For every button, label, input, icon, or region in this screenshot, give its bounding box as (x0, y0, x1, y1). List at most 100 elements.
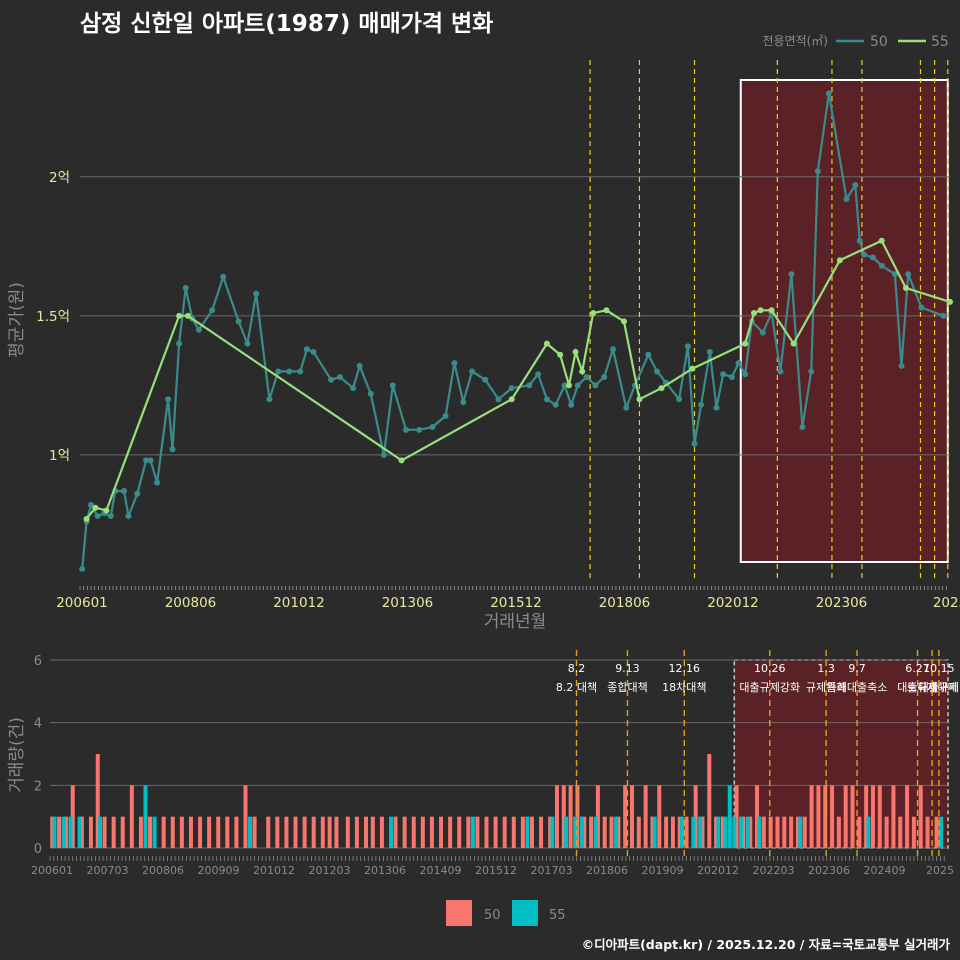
data-point-50 (380, 451, 387, 458)
bar-50 (823, 785, 828, 848)
policy-date-label: 9.7 (848, 662, 866, 675)
bar-50 (684, 816, 689, 848)
data-point-50 (154, 479, 161, 486)
bar-50 (95, 754, 100, 848)
bar-50 (677, 816, 682, 848)
bar-50 (234, 816, 239, 848)
policy-name-label: 규제완화 (806, 681, 846, 694)
policy-date-label: 10.15 (923, 662, 955, 675)
bar-50 (934, 816, 939, 848)
data-point-50 (244, 340, 251, 347)
bar-55 (739, 816, 744, 848)
bar-50 (748, 816, 753, 848)
data-point-50 (165, 396, 172, 403)
bar-50 (636, 816, 641, 848)
data-point-50 (367, 390, 374, 397)
x-tick-label: 201806 (586, 864, 628, 877)
bar-50 (320, 816, 325, 848)
data-point-50 (552, 401, 559, 408)
data-point-50 (645, 351, 652, 358)
x-tick-label: 201512 (475, 864, 517, 877)
bar-50 (575, 785, 580, 848)
bar-50 (693, 785, 698, 848)
x-tick-label: 202203 (753, 864, 795, 877)
bar-55 (470, 816, 475, 848)
bar-50 (102, 816, 107, 848)
x-tick-label: 200909 (198, 864, 240, 877)
bar-50 (582, 816, 587, 848)
bar-50 (266, 816, 271, 848)
bar-50 (129, 785, 134, 848)
bar-55 (68, 816, 73, 848)
bar-55 (866, 816, 871, 848)
legend-swatch-55 (512, 900, 538, 926)
bar-50 (755, 785, 760, 848)
data-point-50 (469, 368, 476, 375)
bar-55 (98, 816, 103, 848)
data-point-50 (623, 404, 630, 411)
data-point-50 (442, 412, 449, 419)
bar-50 (327, 816, 332, 848)
bar-50 (448, 816, 453, 848)
bar-50 (161, 816, 166, 848)
data-point-55 (878, 237, 885, 244)
data-point-50 (209, 307, 216, 314)
bar-55 (698, 816, 703, 848)
bar-50 (207, 816, 212, 848)
bar-50 (457, 816, 462, 848)
bar-50 (475, 816, 480, 848)
data-point-50 (728, 374, 735, 381)
data-point-55 (742, 340, 749, 347)
data-point-50 (482, 376, 489, 383)
data-point-50 (310, 348, 317, 355)
bar-50 (302, 816, 307, 848)
bar-50 (905, 785, 910, 848)
y-tick-label: 1.5억 (36, 309, 70, 325)
bar-50 (877, 785, 882, 848)
data-point-50 (402, 426, 409, 433)
data-point-50 (706, 348, 713, 355)
bar-50 (484, 816, 489, 848)
x-tick-label: 200703 (87, 864, 129, 877)
legend-label-50: 50 (870, 34, 888, 50)
bar-50 (111, 816, 116, 848)
policy-name-label: 특례대출축소 (827, 681, 888, 694)
data-point-50 (460, 399, 467, 406)
bar-50 (393, 816, 398, 848)
bar-50 (225, 816, 230, 848)
y-tick-label: 0 (34, 842, 42, 857)
data-point-55 (557, 351, 564, 358)
bar-50 (775, 816, 780, 848)
data-point-50 (495, 396, 502, 403)
bar-50 (741, 816, 746, 848)
data-point-50 (543, 396, 550, 403)
data-point-50 (451, 360, 458, 367)
bar-50 (554, 785, 559, 848)
bar-50 (88, 816, 93, 848)
y-tick-label: 1억 (49, 448, 70, 464)
source-footer: ©디아파트(dapt.kr) / 2025.12.20 / 자료=국토교통부 실… (581, 937, 950, 952)
bar-50 (789, 816, 794, 848)
bar-50 (120, 816, 125, 848)
bar-50 (529, 816, 534, 848)
data-point-55 (902, 285, 909, 292)
data-point-50 (856, 237, 863, 244)
bar-50 (293, 816, 298, 848)
bar-50 (284, 816, 289, 848)
data-point-55 (590, 310, 597, 317)
x-tick-label: 202306 (816, 595, 868, 611)
bar-50 (650, 816, 655, 848)
data-point-50 (742, 371, 749, 378)
data-point-50 (654, 368, 661, 375)
y-tick-label: 4 (34, 717, 42, 732)
data-point-50 (788, 271, 795, 278)
data-point-50 (918, 304, 925, 311)
data-point-50 (303, 346, 310, 353)
data-point-55 (757, 307, 764, 314)
bar-55 (525, 816, 530, 848)
data-point-50 (905, 271, 912, 278)
bar-55 (691, 816, 696, 848)
data-point-50 (808, 368, 815, 375)
chart-title: 삼정 신한일 아파트(1987) 매매가격 변화 (80, 11, 494, 37)
data-point-50 (698, 401, 705, 408)
